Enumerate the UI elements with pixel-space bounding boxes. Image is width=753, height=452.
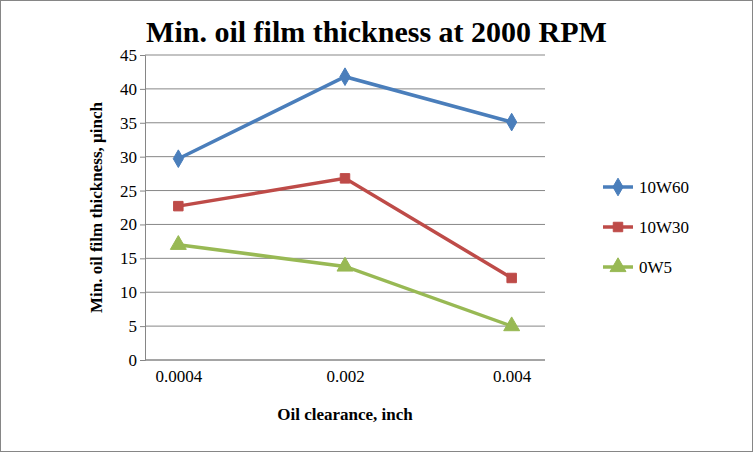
series-line xyxy=(178,77,511,159)
grid-line xyxy=(145,292,545,293)
x-tick: 0.002 xyxy=(326,360,364,386)
y-tick-label: 10 xyxy=(120,283,137,302)
y-tick-mark xyxy=(140,224,145,225)
y-tick: 10 xyxy=(120,283,145,302)
grid-line xyxy=(145,224,545,225)
y-axis: 0 5 10 15 20 25 30 35 40 45 xyxy=(120,46,146,370)
y-tick-label: 30 xyxy=(120,148,137,167)
chart: 0 5 10 15 20 25 30 35 40 45 0.0004 0.002 0.004 Min. o… xyxy=(0,0,753,452)
y-tick-mark xyxy=(140,326,145,327)
x-axis-title: Oil clearance, inch xyxy=(277,405,413,424)
y-tick-label: 35 xyxy=(120,114,137,133)
x-tick: 0.004 xyxy=(493,360,532,386)
grid-line xyxy=(145,122,545,123)
y-tick: 45 xyxy=(120,46,145,65)
legend-label: 10W60 xyxy=(639,178,689,197)
y-tick: 5 xyxy=(129,317,146,336)
chart-border xyxy=(1,1,753,452)
legend-marker xyxy=(610,258,626,272)
grid-line xyxy=(145,55,545,56)
grid xyxy=(145,55,545,360)
y-tick: 25 xyxy=(120,181,145,200)
y-tick-mark xyxy=(140,55,145,56)
series-marker xyxy=(170,236,186,250)
y-tick: 35 xyxy=(120,114,145,133)
x-axis: 0.0004 0.002 0.004 xyxy=(145,360,545,386)
series xyxy=(170,236,519,331)
legend-entry: 0W5 xyxy=(603,258,672,277)
x-tick: 0.0004 xyxy=(155,360,202,386)
series-marker xyxy=(507,113,517,131)
x-tick-label: 0.004 xyxy=(493,367,532,386)
series-marker xyxy=(337,257,353,271)
grid-line xyxy=(145,360,545,361)
y-tick-mark xyxy=(140,360,145,361)
x-tick-label: 0.0004 xyxy=(155,367,202,386)
y-tick-mark xyxy=(140,258,145,259)
y-tick: 0 xyxy=(129,351,146,370)
grid-line xyxy=(145,190,545,191)
y-tick-label: 40 xyxy=(120,80,137,99)
series-marker xyxy=(340,174,349,183)
grid-line xyxy=(145,326,545,327)
y-tick-label: 25 xyxy=(120,181,137,200)
y-tick-label: 45 xyxy=(120,46,137,65)
y-tick: 15 xyxy=(120,249,145,268)
legend-entry: 10W30 xyxy=(603,218,689,237)
y-tick-label: 15 xyxy=(120,249,137,268)
legend: 10W60 10W30 0W5 xyxy=(603,178,689,277)
series-marker xyxy=(507,273,516,282)
x-tick-label: 0.002 xyxy=(326,367,364,386)
series-line xyxy=(178,178,511,278)
grid-line xyxy=(145,88,545,89)
plot-marks xyxy=(170,68,519,331)
series xyxy=(173,68,517,168)
y-tick: 30 xyxy=(120,148,145,167)
series-marker xyxy=(504,317,520,331)
series-marker xyxy=(173,150,183,168)
title: Min. oil film thickness at 2000 RPM xyxy=(146,15,607,48)
y-tick-label: 20 xyxy=(120,215,137,234)
y-tick-mark xyxy=(140,123,145,124)
y-tick-mark xyxy=(140,89,145,90)
y-tick-mark xyxy=(140,292,145,293)
legend-label: 10W30 xyxy=(639,218,689,237)
y-tick-mark xyxy=(140,157,145,158)
y-tick-label: 0 xyxy=(129,351,138,370)
y-axis-title: Min. oil film thickness, µinch xyxy=(87,101,106,313)
series-marker xyxy=(174,201,183,210)
legend-marker xyxy=(613,222,622,231)
y-axis-line xyxy=(140,56,146,361)
grid-line xyxy=(145,156,545,157)
series-line xyxy=(178,245,511,326)
legend-label: 0W5 xyxy=(639,258,672,277)
legend-marker xyxy=(613,178,623,196)
y-tick: 20 xyxy=(120,215,145,234)
x-axis-line xyxy=(145,360,545,361)
y-tick-mark xyxy=(140,191,145,192)
y-tick-label: 5 xyxy=(129,317,138,336)
y-tick: 40 xyxy=(120,80,145,99)
series xyxy=(174,174,517,283)
legend-entry: 10W60 xyxy=(603,178,689,197)
series-marker xyxy=(340,68,350,86)
